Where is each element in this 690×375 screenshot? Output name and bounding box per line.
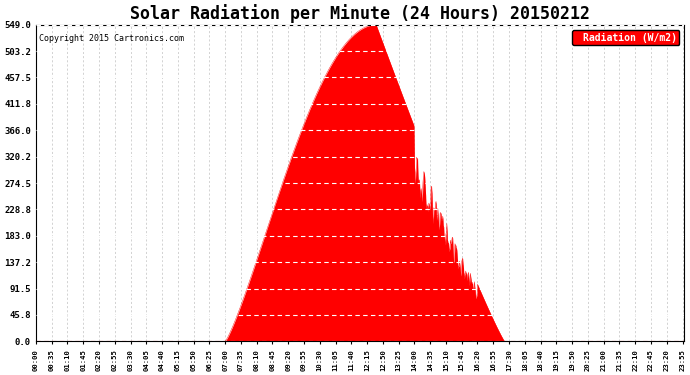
Text: Copyright 2015 Cartronics.com: Copyright 2015 Cartronics.com bbox=[39, 34, 184, 43]
Title: Solar Radiation per Minute (24 Hours) 20150212: Solar Radiation per Minute (24 Hours) 20… bbox=[130, 4, 590, 23]
Legend: Radiation (W/m2): Radiation (W/m2) bbox=[572, 30, 680, 45]
